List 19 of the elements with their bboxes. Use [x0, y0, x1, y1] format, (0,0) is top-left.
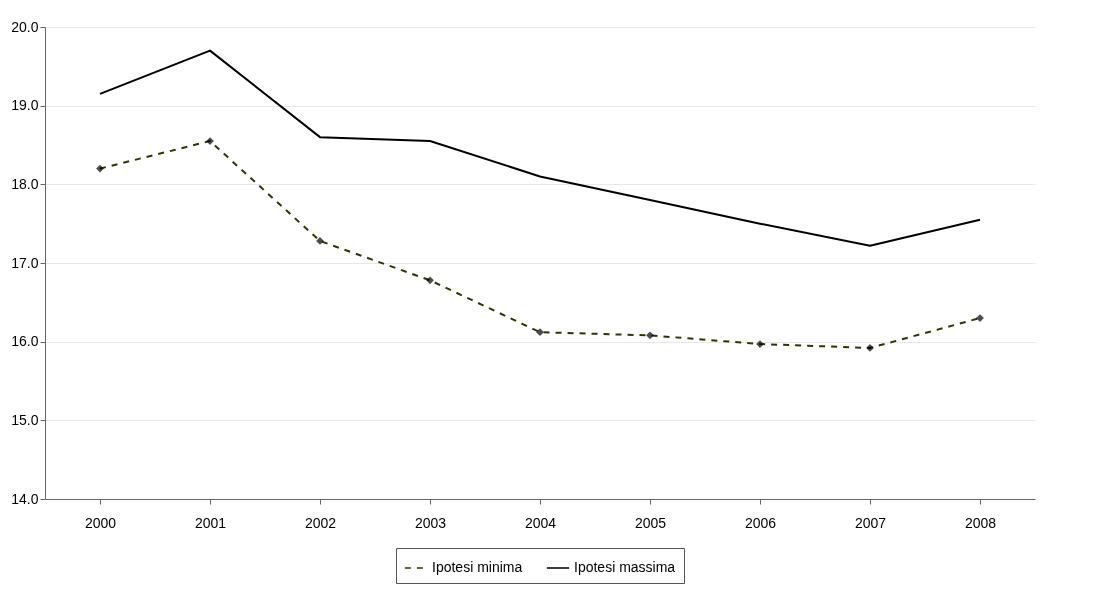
y-tick-label: 18.0	[11, 175, 39, 192]
line-series	[99, 49, 981, 247]
legend-label: Ipotesi massima	[574, 559, 676, 575]
y-tick-label: 15.0	[11, 411, 39, 428]
x-tick-label: 2006	[744, 514, 777, 531]
y-tick-label: 17.0	[11, 254, 39, 271]
x-tick-label: 2000	[84, 514, 117, 531]
y-tick-label: 14.0	[11, 490, 39, 507]
x-tick-label: 2001	[194, 514, 227, 531]
legend-label: Ipotesi minima	[432, 559, 523, 575]
x-tick-label: 2008	[964, 514, 997, 531]
y-tick-label: 19.0	[11, 97, 39, 114]
x-tick-label: 2002	[304, 514, 337, 531]
y-tick-label: 16.0	[11, 333, 39, 350]
y-tick-label: 20.0	[11, 18, 39, 35]
x-tick-label: 2004	[524, 514, 557, 531]
x-tick-label: 2003	[414, 514, 447, 531]
x-tick-label: 2005	[634, 514, 667, 531]
x-tick-label: 2007	[854, 514, 887, 531]
